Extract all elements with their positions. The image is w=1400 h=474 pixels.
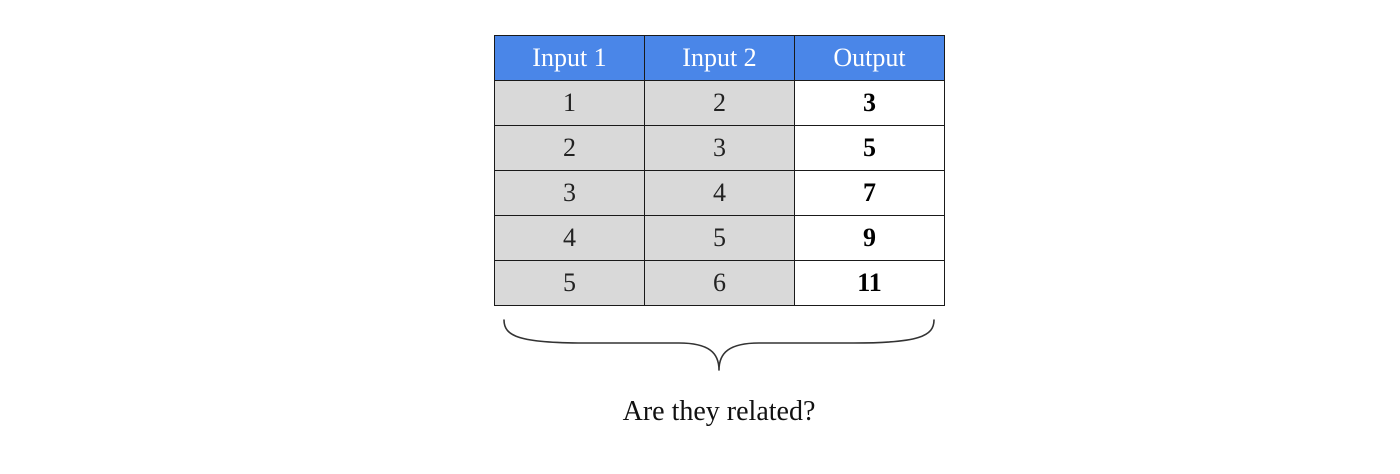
output-cell: 7 — [794, 170, 945, 216]
output-cell: 11 — [794, 260, 945, 306]
input-2-cell: 3 — [644, 125, 795, 171]
input-2-cell: 5 — [644, 215, 795, 261]
output-cell: 5 — [794, 125, 945, 171]
header-row: Input 1 Input 2 Output — [494, 35, 945, 81]
header-input-2: Input 2 — [644, 35, 795, 81]
table-row: 2 3 5 — [494, 125, 945, 171]
input-1-cell: 4 — [494, 215, 645, 261]
header-output: Output — [794, 35, 945, 81]
data-table: Input 1 Input 2 Output 1 2 3 2 3 5 3 4 7… — [494, 35, 945, 306]
input-1-cell: 5 — [494, 260, 645, 306]
input-2-cell: 4 — [644, 170, 795, 216]
curly-brace — [503, 319, 935, 371]
header-input-1: Input 1 — [494, 35, 645, 81]
caption: Are they related? — [622, 396, 816, 427]
input-1-cell: 1 — [494, 80, 645, 126]
output-cell: 9 — [794, 215, 945, 261]
input-1-cell: 3 — [494, 170, 645, 216]
table-row: 3 4 7 — [494, 170, 945, 216]
table-row: 5 6 11 — [494, 260, 945, 306]
output-cell: 3 — [794, 80, 945, 126]
table-row: 4 5 9 — [494, 215, 945, 261]
input-2-cell: 2 — [644, 80, 795, 126]
input-2-cell: 6 — [644, 260, 795, 306]
input-1-cell: 2 — [494, 125, 645, 171]
table-row: 1 2 3 — [494, 80, 945, 126]
